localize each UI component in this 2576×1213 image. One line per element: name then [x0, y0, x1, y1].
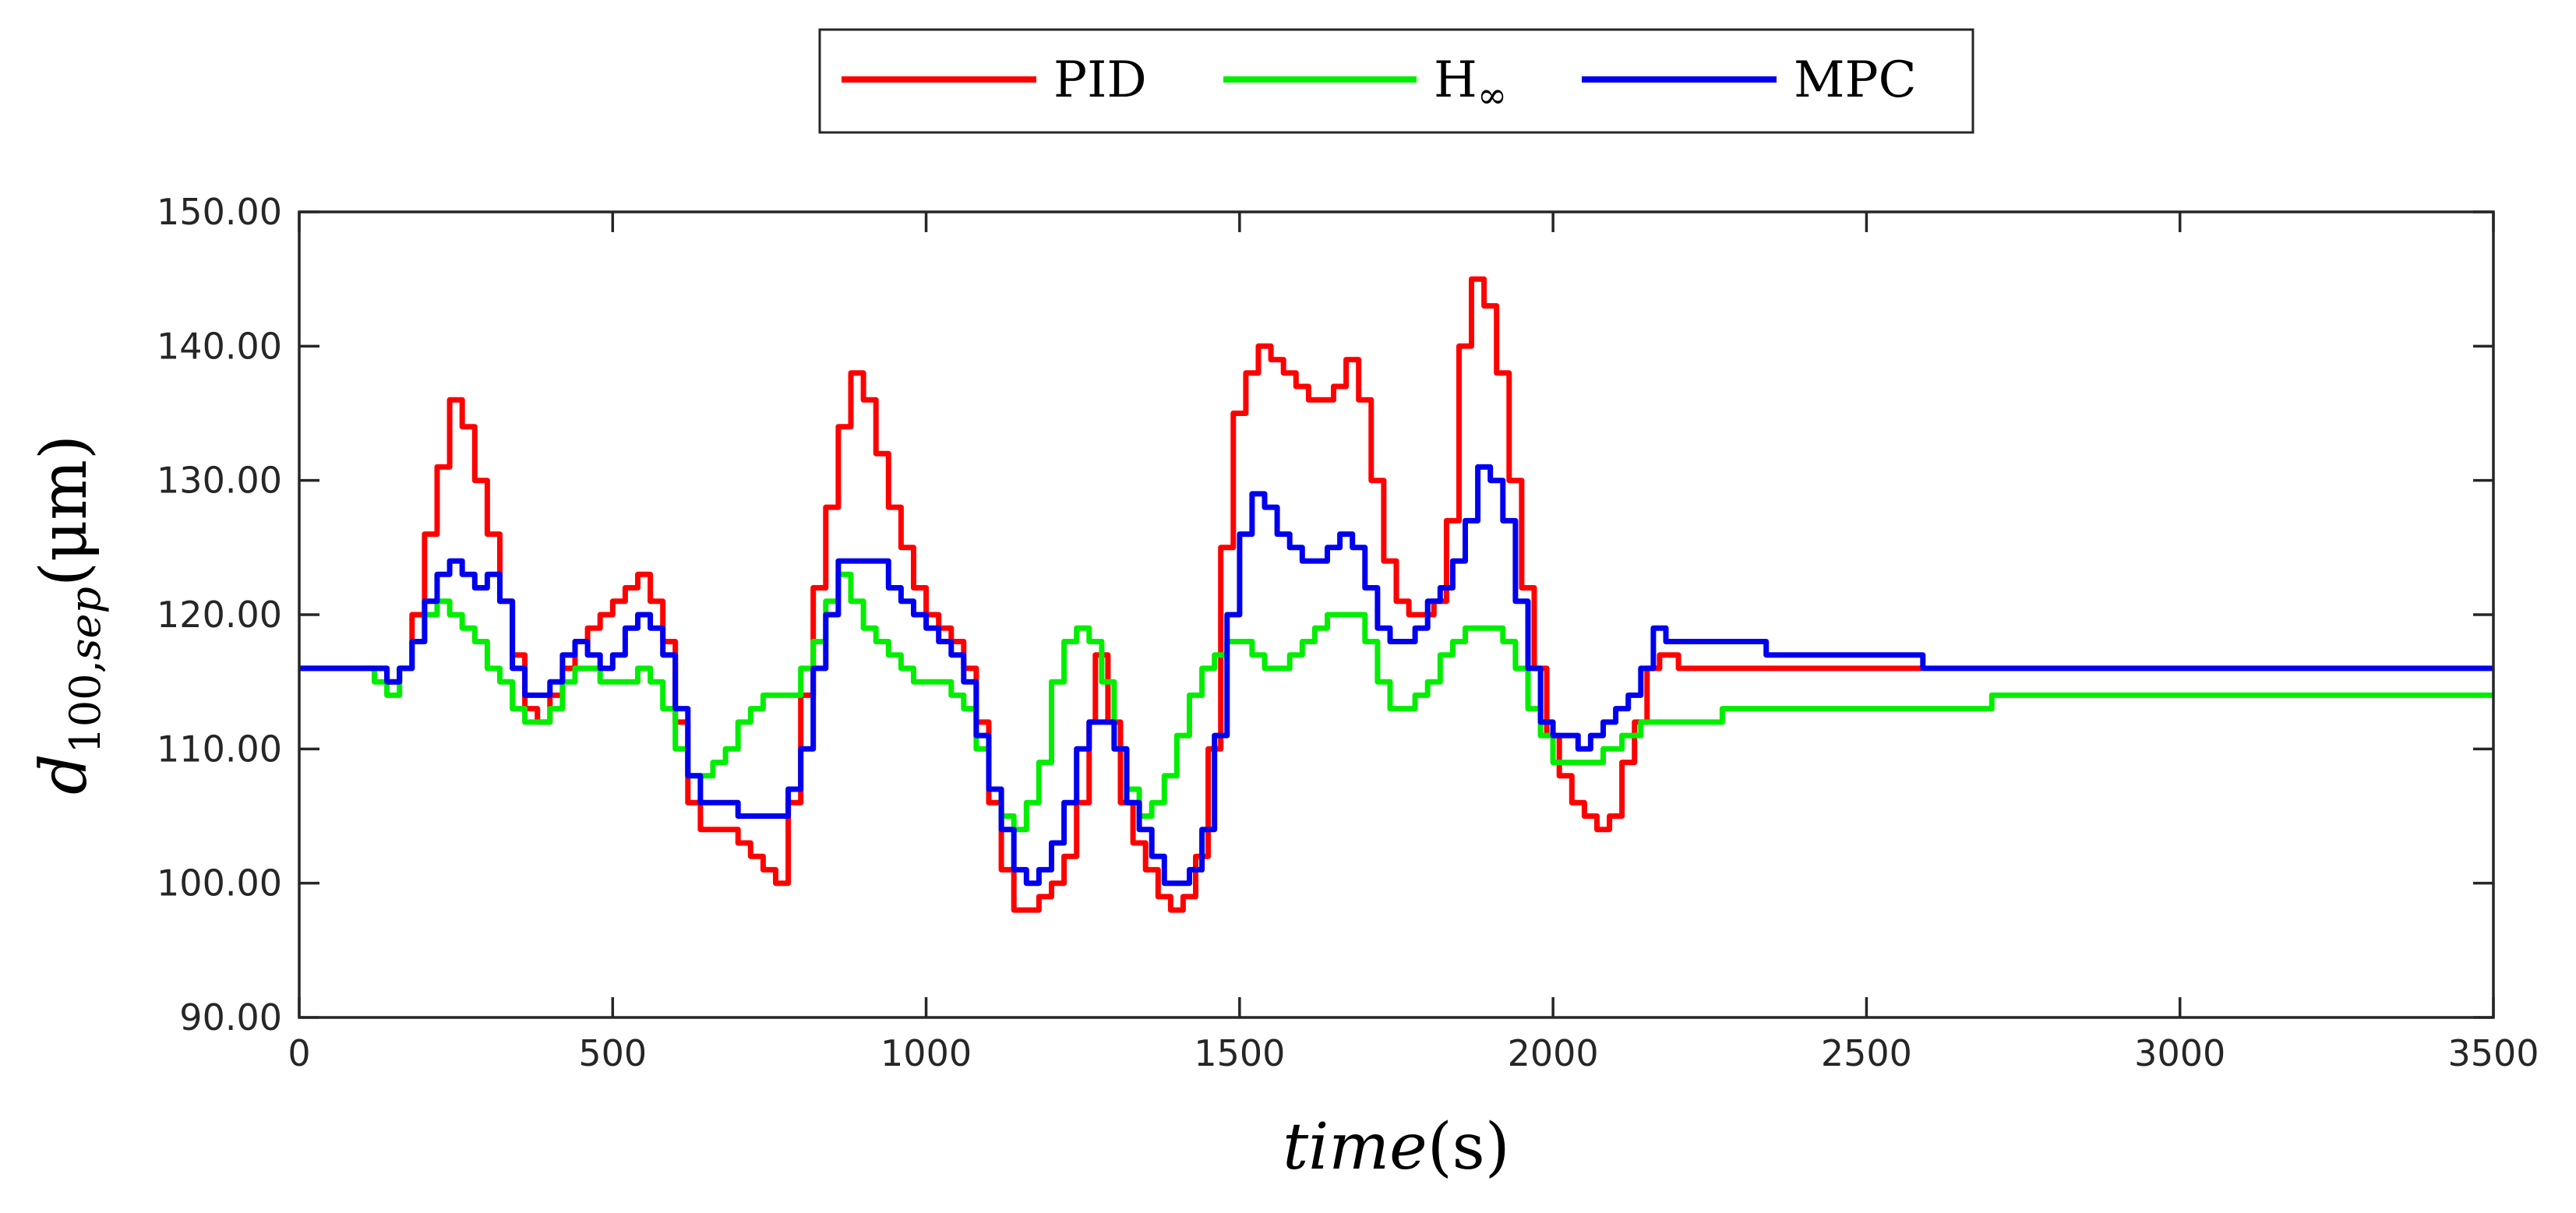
legend-label-hinf: H∞	[1434, 51, 1507, 116]
y-tick-label: 130.00	[157, 460, 282, 502]
series-line-h	[362, 571, 2493, 833]
x-tick-label: 0	[288, 1032, 310, 1074]
x-tick-label: 500	[578, 1032, 647, 1074]
y-tick-label: 90.00	[179, 996, 282, 1038]
legend-label-pid: PID	[1053, 51, 1147, 109]
x-tick-label: 1500	[1194, 1032, 1285, 1074]
x-tick-label: 3500	[2447, 1032, 2539, 1074]
x-axis-title: time(s)	[1283, 1110, 1510, 1184]
y-tick-label: 100.00	[157, 862, 282, 904]
y-tick-label: 120.00	[157, 594, 282, 636]
plot-area	[299, 212, 2493, 1017]
legend-label-mpc: MPC	[1794, 51, 1917, 109]
y-axis-title: d100,sep(μm)	[27, 435, 110, 795]
legend: PID H∞ MPC	[818, 28, 1974, 134]
y-tick-label: 140.00	[157, 325, 282, 367]
x-tick-label: 1000	[880, 1032, 972, 1074]
x-tick-label: 2000	[1508, 1032, 1599, 1074]
y-tick-label: 110.00	[157, 728, 282, 770]
series-layer	[299, 276, 2493, 913]
tick-layer: 0 500 1000 1500 2000 2500 3000 3500 90.00 100.00 1…	[157, 191, 2539, 1074]
x-tick-label: 2500	[1821, 1032, 1912, 1074]
series-line-mpc	[299, 464, 2493, 887]
x-tick-label: 3000	[2134, 1032, 2225, 1074]
y-tick-label: 150.00	[157, 191, 282, 233]
